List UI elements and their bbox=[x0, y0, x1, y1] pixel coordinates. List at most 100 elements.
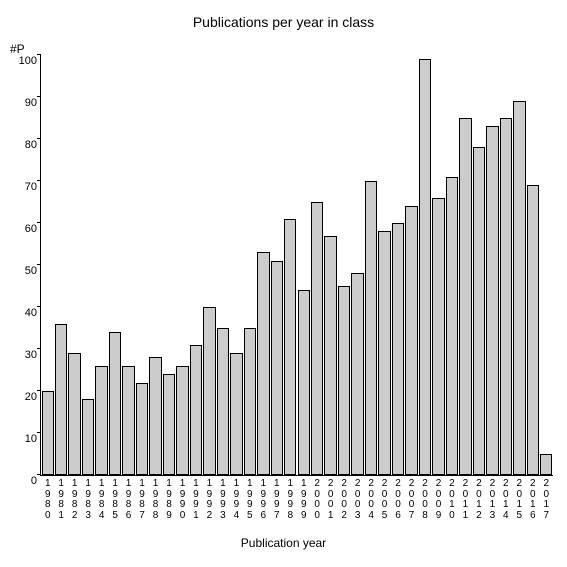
xtick-label: 1 9 8 8 bbox=[149, 475, 161, 521]
ytick-mark bbox=[37, 180, 41, 181]
xtick-label: 1 9 9 4 bbox=[230, 475, 242, 521]
bar bbox=[68, 353, 80, 475]
xtick-label: 1 9 8 0 bbox=[42, 475, 54, 521]
xtick-label: 2 0 0 4 bbox=[365, 475, 377, 521]
xtick-label: 1 9 9 6 bbox=[257, 475, 269, 521]
ytick-mark bbox=[37, 306, 41, 307]
bar bbox=[230, 353, 242, 475]
ytick-label: 40 bbox=[25, 307, 41, 319]
bar bbox=[298, 290, 310, 475]
bar bbox=[527, 185, 539, 475]
bar bbox=[217, 328, 229, 475]
xtick-label: 2 0 1 7 bbox=[540, 475, 552, 521]
xtick-label: 1 9 8 6 bbox=[122, 475, 134, 521]
bar bbox=[486, 126, 498, 475]
ytick-label: 100 bbox=[19, 55, 41, 67]
bar bbox=[55, 324, 67, 475]
bar bbox=[284, 219, 296, 475]
bar bbox=[378, 231, 390, 475]
xtick-label: 1 9 8 7 bbox=[136, 475, 148, 521]
bar bbox=[405, 206, 417, 475]
ytick-label: 0 bbox=[31, 475, 41, 487]
bar bbox=[351, 273, 363, 475]
bar bbox=[95, 366, 107, 475]
xtick-label: 2 0 1 0 bbox=[446, 475, 458, 521]
xtick-label: 1 9 9 0 bbox=[176, 475, 188, 521]
ytick-label: 80 bbox=[25, 139, 41, 151]
ytick-label: 90 bbox=[25, 97, 41, 109]
xtick-label: 1 9 9 5 bbox=[244, 475, 256, 521]
xtick-label: 1 9 9 8 bbox=[284, 475, 296, 521]
bar bbox=[190, 345, 202, 475]
xtick-label: 1 9 8 5 bbox=[109, 475, 121, 521]
ytick-mark bbox=[37, 54, 41, 55]
bar bbox=[338, 286, 350, 475]
bar bbox=[271, 261, 283, 475]
bar bbox=[163, 374, 175, 475]
xtick-label: 2 0 0 7 bbox=[405, 475, 417, 521]
ytick-mark bbox=[37, 348, 41, 349]
bar bbox=[136, 383, 148, 475]
xtick-label: 1 9 9 3 bbox=[217, 475, 229, 521]
ytick-mark bbox=[37, 432, 41, 433]
xtick-label: 1 9 9 2 bbox=[203, 475, 215, 521]
xtick-label: 1 9 8 3 bbox=[82, 475, 94, 521]
bar bbox=[203, 307, 215, 475]
ytick-mark bbox=[37, 264, 41, 265]
xtick-label: 2 0 0 3 bbox=[351, 475, 363, 521]
bar bbox=[419, 59, 431, 475]
xtick-label: 2 0 0 5 bbox=[378, 475, 390, 521]
bar bbox=[473, 147, 485, 475]
bar bbox=[392, 223, 404, 475]
bar bbox=[311, 202, 323, 475]
ytick-mark bbox=[37, 390, 41, 391]
ytick-mark bbox=[37, 222, 41, 223]
chart-title: Publications per year in class bbox=[0, 14, 567, 30]
bar bbox=[244, 328, 256, 475]
xtick-label: 1 9 8 1 bbox=[55, 475, 67, 521]
bar bbox=[109, 332, 121, 475]
chart-container: Publications per year in class #P 010203… bbox=[0, 0, 567, 567]
xtick-label: 2 0 1 2 bbox=[473, 475, 485, 521]
bar bbox=[446, 177, 458, 475]
xtick-label: 1 9 9 9 bbox=[298, 475, 310, 521]
ytick-label: 10 bbox=[25, 433, 41, 445]
ytick-label: 60 bbox=[25, 223, 41, 235]
bar bbox=[122, 366, 134, 475]
xtick-label: 2 0 0 0 bbox=[311, 475, 323, 521]
xtick-label: 1 9 9 1 bbox=[190, 475, 202, 521]
bar bbox=[513, 101, 525, 475]
xtick-label: 2 0 1 1 bbox=[459, 475, 471, 521]
bar bbox=[42, 391, 54, 475]
ytick-mark bbox=[37, 138, 41, 139]
xtick-label: 2 0 1 5 bbox=[513, 475, 525, 521]
bar bbox=[324, 236, 336, 475]
yaxis-label: #P bbox=[10, 42, 25, 56]
xtick-label: 2 0 1 4 bbox=[500, 475, 512, 521]
bar bbox=[257, 252, 269, 475]
xtick-label: 2 0 0 1 bbox=[324, 475, 336, 521]
bar bbox=[365, 181, 377, 475]
bar bbox=[176, 366, 188, 475]
bar bbox=[540, 454, 552, 475]
ytick-label: 30 bbox=[25, 349, 41, 361]
xaxis-label: Publication year bbox=[0, 536, 567, 550]
bar bbox=[82, 399, 94, 475]
xtick-label: 1 9 8 9 bbox=[163, 475, 175, 521]
xtick-label: 2 0 0 6 bbox=[392, 475, 404, 521]
ytick-label: 50 bbox=[25, 265, 41, 277]
ytick-mark bbox=[37, 96, 41, 97]
xtick-label: 2 0 1 6 bbox=[527, 475, 539, 521]
bar bbox=[432, 198, 444, 475]
xtick-label: 2 0 0 9 bbox=[432, 475, 444, 521]
bar bbox=[149, 357, 161, 475]
plot-area: 01020304050607080901001 9 8 01 9 8 11 9 … bbox=[40, 55, 553, 476]
xtick-label: 2 0 0 2 bbox=[338, 475, 350, 521]
xtick-label: 2 0 0 8 bbox=[419, 475, 431, 521]
xtick-label: 1 9 8 2 bbox=[68, 475, 80, 521]
ytick-mark bbox=[37, 474, 41, 475]
xtick-label: 2 0 1 3 bbox=[486, 475, 498, 521]
bar bbox=[459, 118, 471, 475]
xtick-label: 1 9 8 4 bbox=[95, 475, 107, 521]
ytick-label: 70 bbox=[25, 181, 41, 193]
